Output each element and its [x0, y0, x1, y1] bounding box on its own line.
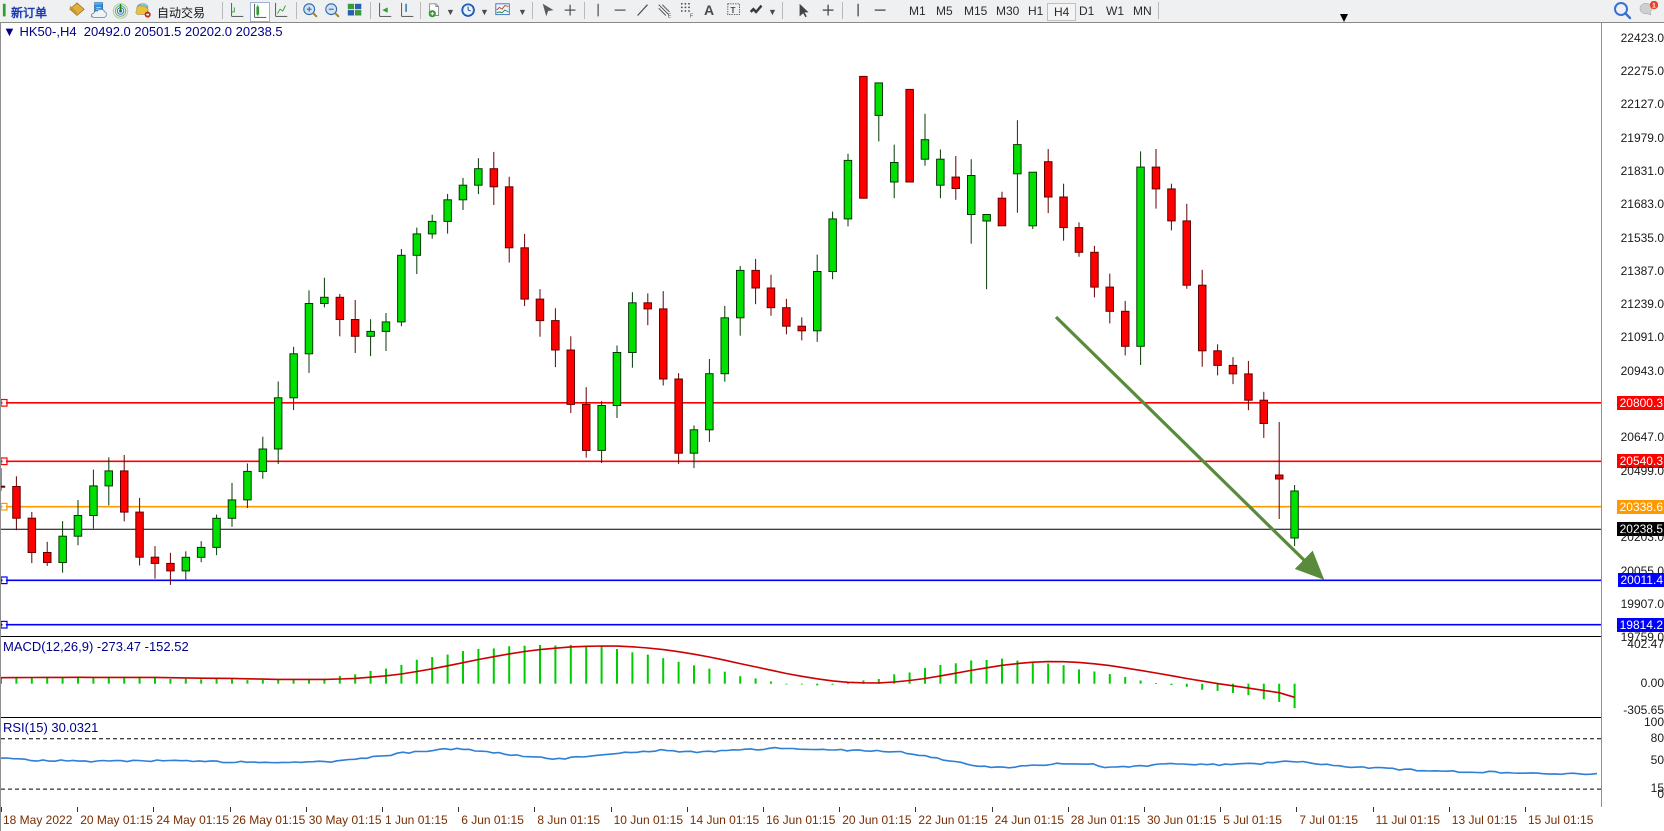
svg-text:1: 1: [1652, 3, 1656, 10]
